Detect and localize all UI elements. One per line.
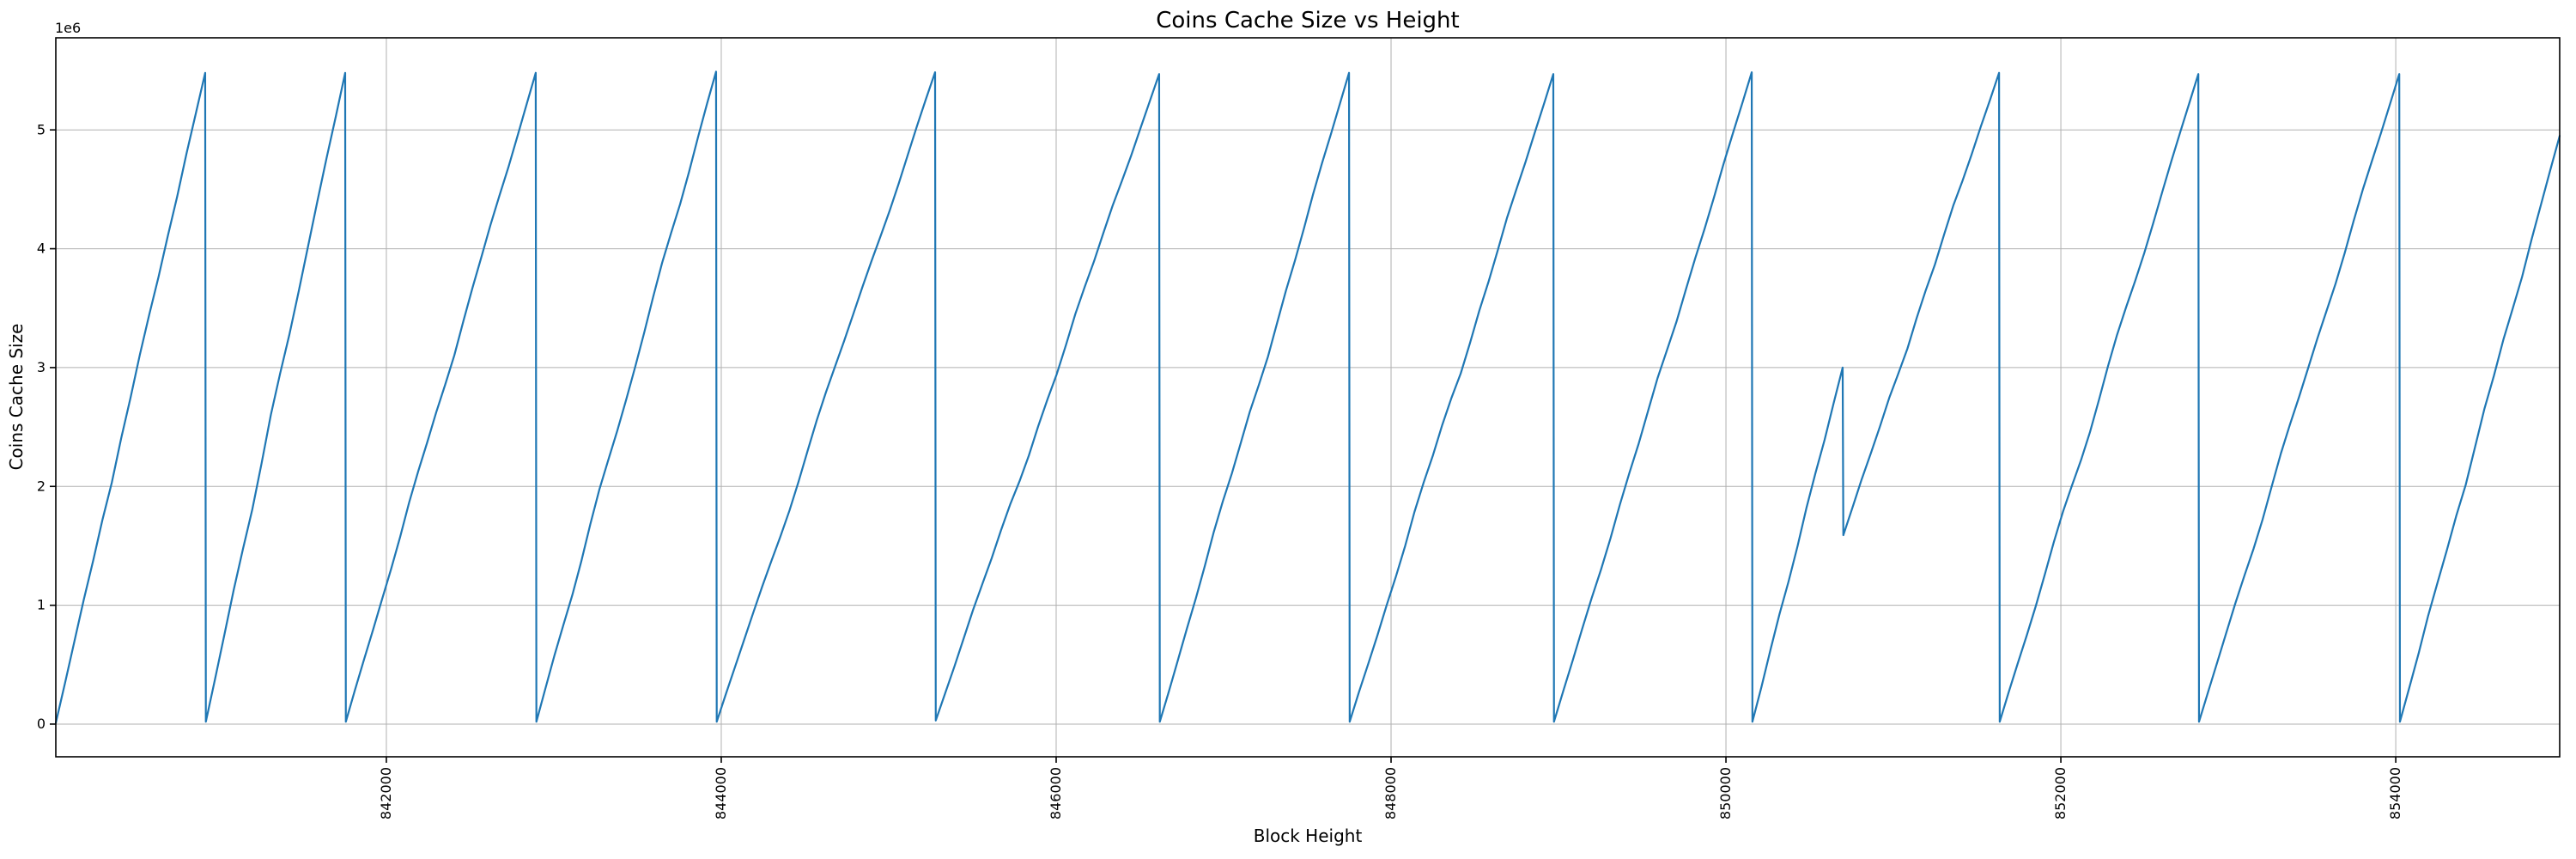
series-layer (55, 70, 2561, 724)
y-axis-label: Coins Cache Size (6, 324, 27, 471)
x-axis-label: Block Height (1254, 825, 1363, 846)
x-tick-label: 854000 (2387, 767, 2403, 819)
x-tick-label: 852000 (2052, 767, 2069, 819)
series-line (55, 70, 2561, 724)
y-tick-label: 1 (37, 597, 46, 613)
x-tick-label: 842000 (378, 767, 394, 819)
y-tick-label: 5 (37, 121, 46, 137)
chart-title: Coins Cache Size vs Height (1156, 8, 1459, 34)
y-tick-label: 4 (37, 241, 46, 257)
x-tick-label: 846000 (1048, 767, 1064, 819)
grid-layer (56, 38, 2560, 757)
x-tick-label: 848000 (1382, 767, 1399, 819)
y-tick-label: 2 (37, 478, 46, 494)
y-tick-label: 0 (37, 716, 46, 732)
plot-border (55, 37, 2561, 758)
tick-layer: 842000 844000 846000 848000 850000 852000 8540… (37, 121, 2403, 819)
x-tick-label: 844000 (713, 767, 729, 819)
y-offset-label: 1e6 (55, 20, 81, 36)
y-tick-label: 3 (37, 359, 46, 375)
x-tick-label: 850000 (1717, 767, 1734, 819)
